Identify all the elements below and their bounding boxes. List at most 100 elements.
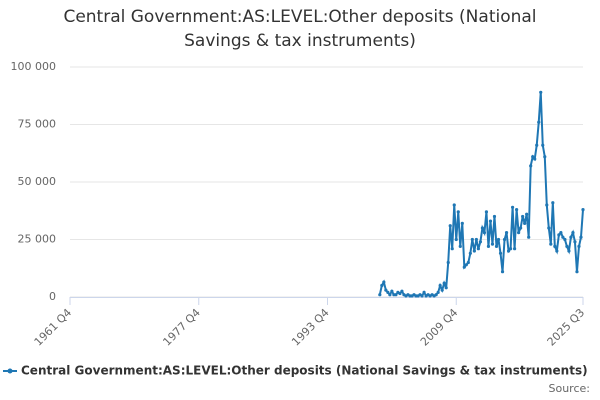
data-point bbox=[398, 291, 402, 296]
data-point bbox=[541, 143, 545, 147]
data-point bbox=[496, 237, 501, 242]
data-point bbox=[464, 263, 468, 267]
data-point bbox=[388, 293, 392, 297]
data-point bbox=[438, 283, 442, 288]
data-point bbox=[460, 221, 464, 225]
data-point bbox=[434, 293, 438, 297]
data-point bbox=[565, 244, 569, 248]
data-point bbox=[422, 290, 426, 294]
data-point bbox=[577, 244, 581, 248]
data-point bbox=[557, 233, 561, 237]
data-point bbox=[523, 221, 527, 225]
data-point bbox=[567, 249, 571, 253]
data-point bbox=[456, 210, 460, 214]
data-point bbox=[515, 208, 519, 212]
data-point bbox=[490, 242, 495, 246]
data-point bbox=[559, 231, 563, 235]
data-point bbox=[500, 270, 505, 274]
data-point bbox=[378, 293, 382, 297]
data-point bbox=[561, 235, 565, 239]
data-point bbox=[394, 293, 398, 297]
data-point bbox=[382, 280, 386, 284]
data-point bbox=[446, 260, 450, 265]
data-point bbox=[563, 237, 567, 242]
data-point bbox=[458, 244, 462, 248]
data-point bbox=[468, 251, 472, 255]
data-point bbox=[551, 201, 555, 205]
data-point bbox=[504, 231, 509, 235]
data-point bbox=[543, 155, 547, 159]
data-point bbox=[535, 143, 539, 147]
data-point bbox=[454, 237, 458, 242]
data-point bbox=[571, 231, 575, 235]
data-point bbox=[380, 283, 384, 288]
data-point bbox=[555, 249, 559, 253]
data-point bbox=[470, 237, 474, 242]
data-point bbox=[517, 231, 521, 235]
data-point bbox=[452, 203, 456, 207]
data-point bbox=[508, 247, 513, 251]
source-label: Source: bbox=[549, 382, 591, 395]
data-point bbox=[539, 90, 543, 94]
data-point bbox=[510, 205, 515, 209]
data-point bbox=[420, 294, 424, 298]
data-point bbox=[581, 208, 585, 212]
data-point bbox=[513, 247, 517, 251]
data-point bbox=[450, 247, 454, 251]
data-point bbox=[533, 157, 537, 161]
data-point bbox=[482, 231, 487, 235]
legend-marker bbox=[7, 368, 13, 374]
data-point bbox=[545, 203, 549, 207]
data-point bbox=[569, 235, 573, 239]
data-point bbox=[529, 164, 533, 168]
data-point bbox=[386, 290, 390, 294]
chart-title: Central Government:AS:LEVEL:Other deposi… bbox=[63, 7, 537, 51]
data-point bbox=[506, 249, 511, 253]
data-point bbox=[384, 288, 388, 292]
data-point bbox=[527, 235, 531, 239]
data-point bbox=[448, 224, 452, 228]
data-point bbox=[502, 237, 507, 242]
data-point bbox=[476, 247, 480, 251]
legend-label: Central Government:AS:LEVEL:Other deposi… bbox=[21, 364, 588, 378]
x-tick-label: 2025 Q3 bbox=[545, 306, 588, 349]
y-tick-label: 50 000 bbox=[18, 175, 57, 188]
data-point bbox=[462, 265, 466, 269]
data-point bbox=[484, 210, 489, 214]
x-tick-label: 1961 Q4 bbox=[32, 306, 75, 349]
data-point bbox=[521, 214, 525, 219]
data-point bbox=[547, 226, 551, 230]
data-point bbox=[498, 251, 503, 255]
y-tick-label: 0 bbox=[49, 290, 56, 303]
data-point bbox=[472, 249, 476, 253]
data-point bbox=[549, 242, 553, 246]
data-point bbox=[492, 214, 497, 219]
data-point bbox=[575, 270, 579, 274]
x-tick-label: 1977 Q4 bbox=[160, 306, 203, 349]
data-point bbox=[573, 240, 577, 244]
data-point bbox=[400, 289, 404, 293]
data-point bbox=[466, 260, 470, 265]
data-point bbox=[537, 120, 541, 124]
data-point bbox=[444, 286, 448, 290]
data-point bbox=[480, 226, 485, 230]
y-tick-label: 25 000 bbox=[18, 233, 57, 246]
data-point bbox=[474, 237, 478, 242]
data-point bbox=[519, 226, 523, 230]
series-line bbox=[378, 92, 584, 298]
data-point bbox=[488, 219, 493, 223]
data-point bbox=[390, 289, 394, 293]
data-point bbox=[440, 288, 444, 292]
x-tick-label: 1993 Q4 bbox=[289, 306, 332, 349]
y-tick-label: 100 000 bbox=[11, 60, 57, 73]
data-point bbox=[494, 244, 499, 248]
data-point bbox=[436, 290, 440, 294]
y-tick-label: 75 000 bbox=[18, 118, 57, 131]
data-point bbox=[553, 244, 557, 248]
data-point bbox=[525, 212, 529, 216]
data-point bbox=[486, 244, 491, 248]
data-point bbox=[579, 235, 583, 239]
data-point bbox=[478, 240, 482, 244]
